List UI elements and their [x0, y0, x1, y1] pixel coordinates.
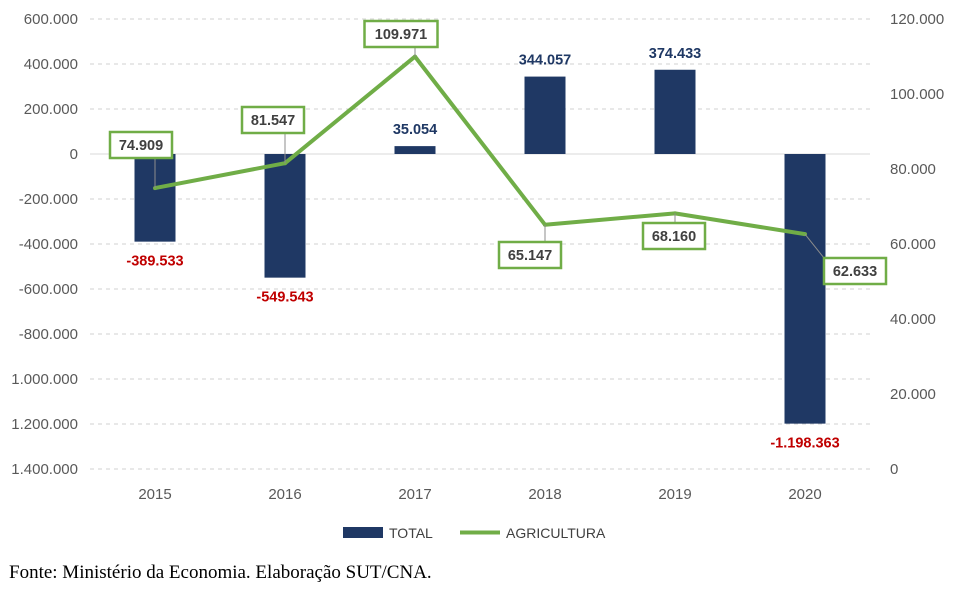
right-tick-label: 40.000 [890, 311, 936, 328]
x-tick-label: 2015 [138, 486, 171, 503]
left-tick-label: -600.000 [19, 281, 78, 298]
x-tick-label: 2019 [658, 486, 691, 503]
legend-agricultura-label: AGRICULTURA [506, 525, 606, 541]
total-bar [784, 154, 826, 424]
agricultura-label-box [822, 256, 888, 286]
agricultura-label-box [497, 240, 563, 270]
left-tick-label: -400.000 [19, 236, 78, 253]
x-tick-label: 2018 [528, 486, 561, 503]
total-bar [394, 146, 436, 154]
total-bar [264, 154, 306, 278]
right-tick-label: 20.000 [890, 386, 936, 403]
left-tick-label: 200.000 [24, 101, 78, 118]
left-tick-label: 1.400.000 [11, 461, 78, 478]
agricultura-label: 109.971 [375, 27, 427, 43]
left-tick-label: 1.200.000 [11, 416, 78, 433]
right-tick-label: 60.000 [890, 236, 936, 253]
legend: TOTAL AGRICULTURA [343, 525, 606, 541]
left-tick-label: -800.000 [19, 326, 78, 343]
agricultura-label: 74.909 [119, 138, 163, 154]
agricultura-line [154, 54, 806, 237]
chart: 600.000 400.000 200.000 0 -200.000 -400.000 -6… [11, 11, 944, 541]
agricultura-leader-line [804, 233, 825, 259]
total-bar-label: 35.054 [393, 122, 437, 138]
total-bar-label: -549.543 [256, 290, 313, 306]
total-bar-labels: -389.533 -549.543 35.054 344.057 374.433 -1.1… [126, 46, 839, 452]
total-bar [524, 76, 566, 154]
x-tick-label: 2020 [788, 486, 821, 503]
right-tick-label: 100.000 [890, 86, 944, 103]
left-tick-label: 400.000 [24, 56, 78, 73]
right-tick-label: 80.000 [890, 161, 936, 178]
total-bars [134, 69, 826, 424]
source-note: Fonte: Ministério da Economia. Elaboraçã… [9, 562, 432, 583]
total-bar-label: -1.198.363 [770, 436, 839, 452]
agricultura-label: 65.147 [508, 248, 552, 264]
agricultura-line-layer [153, 54, 807, 237]
agricultura-labels: 74.909 81.547 109.971 65.147 68.160 62.633 [108, 19, 888, 286]
legend-total-label: TOTAL [389, 525, 433, 541]
agricultura-label-box [641, 221, 707, 251]
gridlines [90, 18, 870, 470]
agricultura-label: 81.547 [251, 113, 295, 129]
right-axis-ticks: 120.000 100.000 80.000 60.000 40.000 20.000 0 [890, 11, 944, 478]
total-bar-label: -389.533 [126, 254, 183, 270]
left-tick-label: 1.000.000 [11, 371, 78, 388]
total-bar [654, 69, 696, 154]
x-tick-label: 2016 [268, 486, 301, 503]
x-axis-ticks: 2015 2016 2017 2018 2019 2020 [138, 486, 821, 503]
agricultura-label: 68.160 [652, 229, 696, 245]
agricultura-label-box [108, 130, 174, 160]
left-tick-label: -200.000 [19, 191, 78, 208]
total-bar-label: 344.057 [519, 53, 571, 69]
left-tick-label: 600.000 [24, 11, 78, 28]
agricultura-label-box [363, 19, 439, 49]
left-tick-label: 0 [70, 146, 78, 163]
right-tick-label: 0 [890, 461, 898, 478]
agricultura-label: 62.633 [833, 264, 877, 280]
x-tick-label: 2017 [398, 486, 431, 503]
total-bar-label: 374.433 [649, 46, 701, 62]
right-tick-label: 120.000 [890, 11, 944, 28]
left-axis-ticks: 600.000 400.000 200.000 0 -200.000 -400.000 -6… [11, 11, 78, 478]
legend-total-swatch [343, 527, 383, 538]
agricultura-label-box [240, 105, 306, 135]
